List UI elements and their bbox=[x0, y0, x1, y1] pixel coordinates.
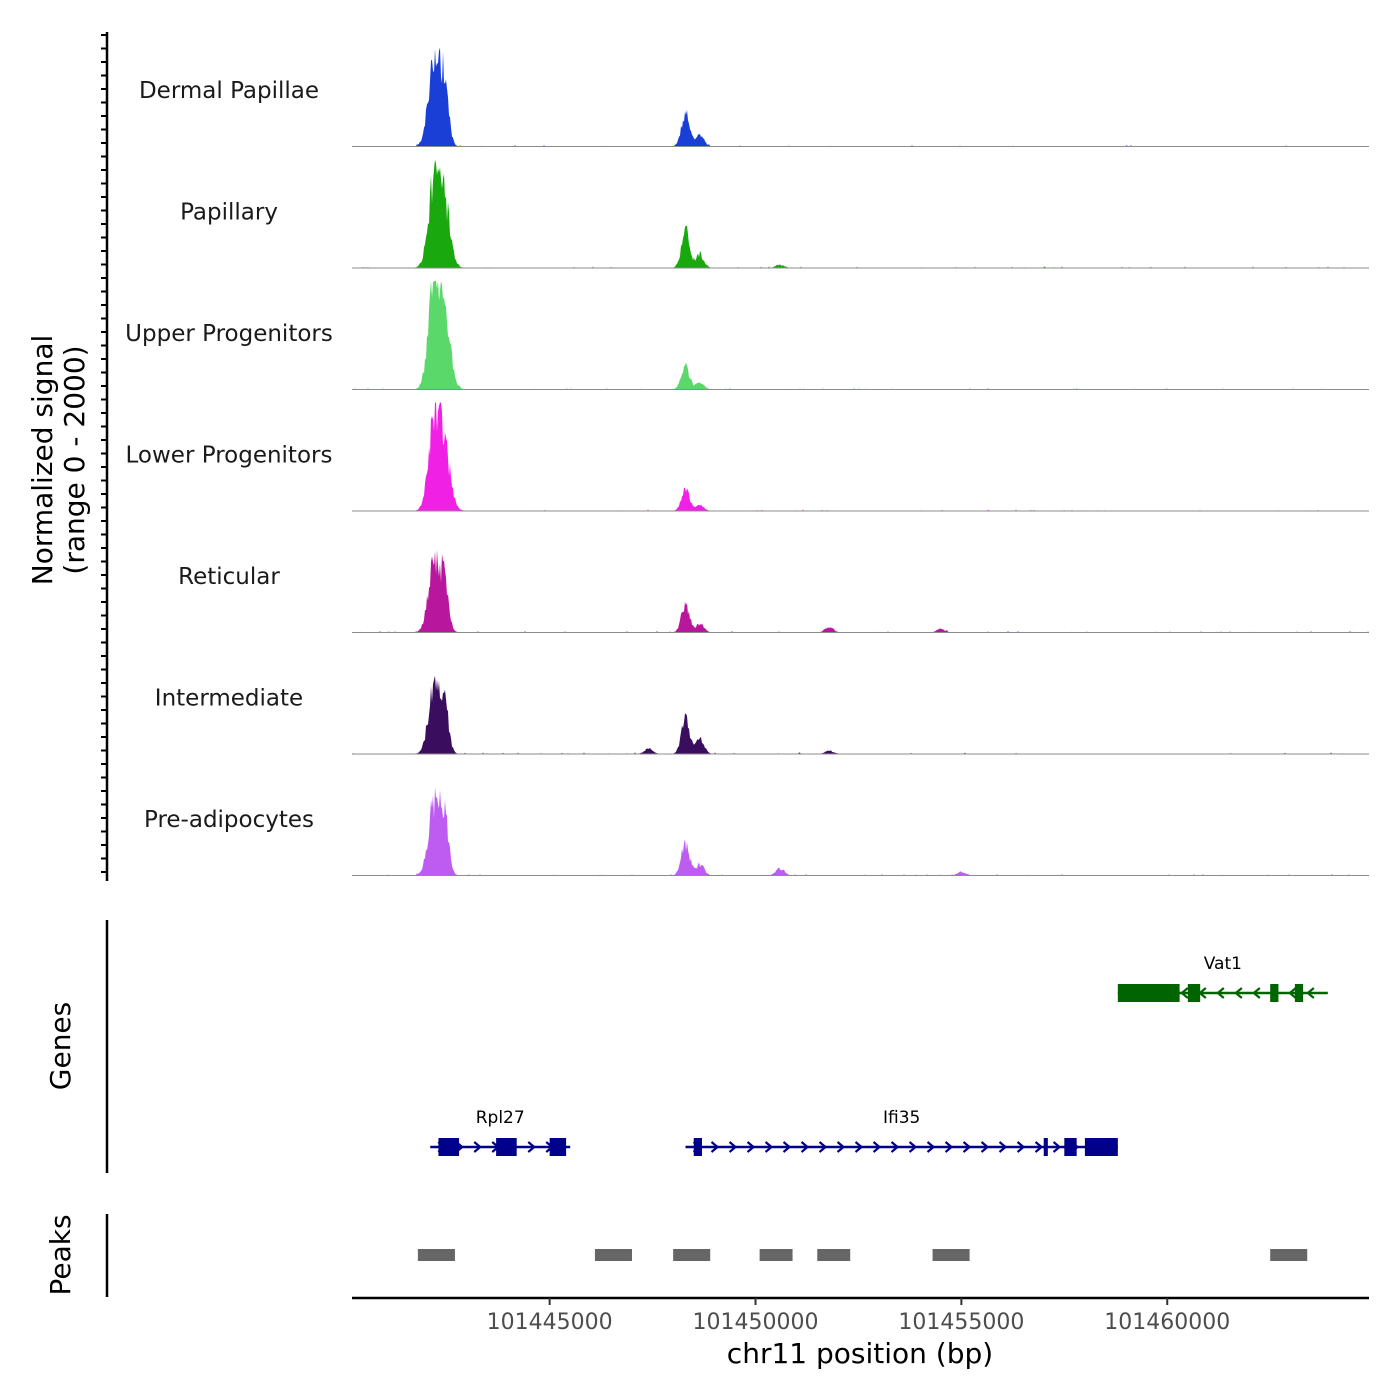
coverage-area bbox=[352, 47, 1369, 147]
strand-arrow bbox=[980, 1141, 990, 1153]
coverage-area bbox=[352, 787, 1369, 876]
peaks-axis-title: Peaks bbox=[44, 1214, 77, 1295]
strand-arrow bbox=[998, 1141, 1008, 1153]
strand-arrow bbox=[764, 1141, 774, 1153]
peak-region bbox=[673, 1249, 711, 1261]
track-pre-adipocytes: Pre-adipocytes bbox=[144, 787, 1369, 876]
exon-block bbox=[1270, 984, 1279, 1002]
exon-block bbox=[1117, 984, 1180, 1002]
strand-arrow bbox=[710, 1141, 720, 1153]
track-label: Papillary bbox=[180, 200, 278, 226]
coverage-area bbox=[352, 675, 1369, 754]
peak-region bbox=[417, 1249, 455, 1261]
signal-y-ticks bbox=[101, 34, 107, 873]
strand-arrow bbox=[872, 1141, 882, 1153]
track-reticular: Reticular bbox=[178, 549, 1369, 633]
coverage-area bbox=[352, 281, 1369, 390]
strand-arrow bbox=[1252, 987, 1261, 999]
strand-arrow bbox=[944, 1141, 954, 1153]
strand-arrow bbox=[728, 1141, 738, 1153]
strand-arrow bbox=[854, 1141, 864, 1153]
strand-arrow bbox=[1216, 987, 1225, 999]
gene-track: Vat1 Rpl27 Ifi35 bbox=[430, 954, 1328, 1156]
track-label: Reticular bbox=[178, 564, 280, 590]
coverage-area bbox=[352, 159, 1369, 268]
exon-block bbox=[693, 1138, 702, 1156]
exon-block bbox=[438, 1138, 460, 1156]
exon-block bbox=[1294, 984, 1304, 1002]
strand-arrow bbox=[1034, 1141, 1044, 1153]
strand-arrow bbox=[926, 1141, 936, 1153]
y-axis-title-line1: Normalized signal bbox=[26, 335, 59, 586]
coverage-area bbox=[352, 549, 1369, 633]
track-dermal-papillae: Dermal Papillae bbox=[139, 47, 1369, 147]
gene-name-label: Vat1 bbox=[1204, 954, 1242, 974]
strand-arrow bbox=[1016, 1141, 1026, 1153]
x-tick-label: 101445000 bbox=[487, 1310, 613, 1335]
peak-region bbox=[817, 1249, 851, 1261]
exon-block bbox=[549, 1138, 567, 1156]
gene-name-label: Rpl27 bbox=[476, 1108, 525, 1128]
strand-arrow bbox=[746, 1141, 756, 1153]
track-label: Intermediate bbox=[155, 686, 303, 712]
peak-track bbox=[417, 1249, 1308, 1261]
track-label: Lower Progenitors bbox=[126, 443, 333, 469]
exon-block bbox=[1187, 984, 1201, 1002]
exon-block bbox=[496, 1138, 517, 1156]
strand-arrow bbox=[1180, 987, 1189, 999]
x-tick-label: 101455000 bbox=[898, 1310, 1024, 1335]
peak-region bbox=[759, 1249, 793, 1261]
x-tick-label: 101460000 bbox=[1104, 1310, 1230, 1335]
strand-arrow bbox=[1306, 987, 1315, 999]
x-axis-ticks: 101445000 101450000 101455000 101460000 bbox=[487, 1298, 1230, 1335]
exon-block bbox=[1043, 1138, 1048, 1156]
gene-rpl27: Rpl27 bbox=[430, 1108, 571, 1156]
peak-region bbox=[932, 1249, 970, 1261]
track-intermediate: Intermediate bbox=[155, 675, 1369, 755]
strand-arrow bbox=[1288, 987, 1297, 999]
exon-block bbox=[1084, 1138, 1118, 1156]
exon-block bbox=[1064, 1138, 1077, 1156]
strand-arrow bbox=[473, 1141, 482, 1153]
track-label: Pre-adipocytes bbox=[144, 807, 314, 833]
peak-region bbox=[594, 1249, 632, 1261]
track-upper-progenitors: Upper Progenitors bbox=[125, 281, 1369, 390]
strand-arrow bbox=[890, 1141, 900, 1153]
strand-arrow bbox=[527, 1141, 536, 1153]
coverage-tracks: Dermal Papillae Papillary Upper Progenitor… bbox=[125, 47, 1369, 876]
gene-name-label: Ifi35 bbox=[883, 1108, 920, 1128]
strand-arrow bbox=[782, 1141, 792, 1153]
strand-arrow bbox=[800, 1141, 810, 1153]
strand-arrow bbox=[1234, 987, 1243, 999]
genes-axis-title: Genes bbox=[44, 1002, 77, 1090]
peak-region bbox=[1270, 1249, 1308, 1261]
strand-arrow bbox=[818, 1141, 828, 1153]
track-lower-progenitors: Lower Progenitors bbox=[126, 402, 1369, 512]
x-tick-label: 101450000 bbox=[693, 1310, 819, 1335]
gene-vat1: Vat1 bbox=[1117, 954, 1328, 1002]
coverage-area bbox=[352, 402, 1369, 511]
strand-arrow bbox=[908, 1141, 918, 1153]
gene-ifi35: Ifi35 bbox=[685, 1108, 1118, 1156]
strand-arrow bbox=[962, 1141, 972, 1153]
strand-arrow bbox=[836, 1141, 846, 1153]
track-label: Upper Progenitors bbox=[125, 321, 333, 347]
strand-arrow bbox=[1052, 1141, 1062, 1153]
track-label: Dermal Papillae bbox=[139, 78, 319, 104]
y-axis-title-line2: (range 0 - 2000) bbox=[58, 345, 91, 574]
track-papillary: Papillary bbox=[180, 159, 1369, 269]
x-axis-title: chr11 position (bp) bbox=[727, 1337, 993, 1370]
